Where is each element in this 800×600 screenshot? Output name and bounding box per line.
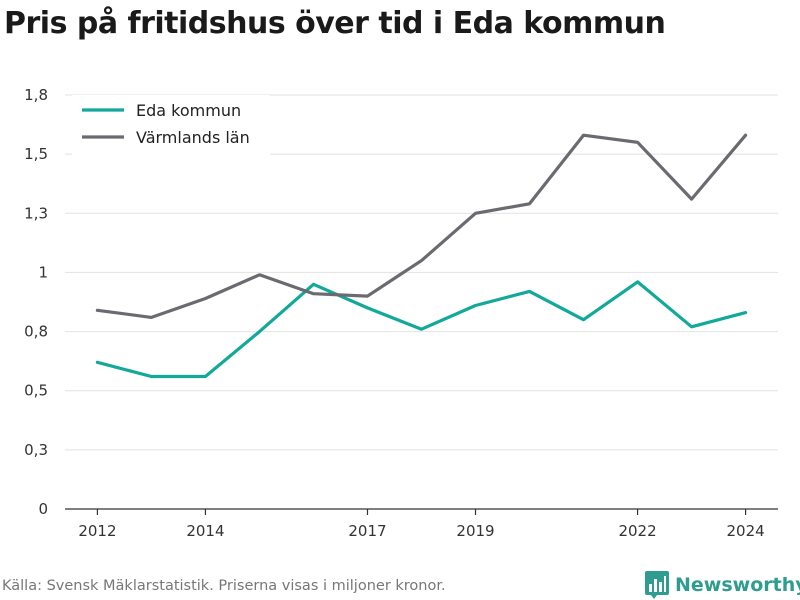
series-line [95, 280, 748, 379]
x-tick-label: 2017 [348, 522, 386, 540]
legend-label: Eda kommun [136, 101, 241, 120]
x-axis: 2012 2014 2017 2019 2022 2024 [65, 508, 778, 540]
legend: Eda kommun Värmlands län [72, 95, 270, 157]
y-tick-label: 1,8 [24, 86, 48, 104]
y-axis: 0 0,3 0,5 0,8 1 1,3 1,5 1,8 [24, 86, 48, 518]
x-tick-label: 2014 [186, 522, 224, 540]
brand-name: Newsworthy [675, 574, 800, 596]
chart-title: Pris på fritidshus över tid i Eda kommun [4, 6, 666, 41]
y-tick-label: 1,5 [24, 145, 48, 163]
y-tick-label: 0,3 [24, 441, 48, 459]
newsworthy-logo[interactable]: Newsworthy [645, 570, 800, 600]
x-tick-label: 2024 [726, 522, 764, 540]
series-lines [95, 133, 748, 379]
grid-lines [65, 94, 778, 451]
y-tick-label: 1 [38, 263, 48, 281]
line-chart: 0 0,3 0,5 0,8 1 1,3 1,5 1,8 2012 2014 2017 2019 202… [24, 86, 778, 540]
y-tick-label: 0,5 [24, 382, 48, 400]
legend-background [72, 95, 270, 157]
bar-chart-logo-icon [645, 571, 669, 599]
source-note: Källa: Svensk Mäklarstatistik. Priserna … [2, 578, 446, 594]
y-tick-label: 1,3 [24, 204, 48, 222]
x-tick-label: 2012 [78, 522, 116, 540]
legend-label: Värmlands län [136, 128, 250, 147]
series-line [95, 133, 748, 319]
x-tick-label: 2022 [618, 522, 656, 540]
x-tick-label: 2019 [456, 522, 494, 540]
y-tick-label: 0 [38, 500, 48, 518]
y-tick-label: 0,8 [24, 323, 48, 341]
